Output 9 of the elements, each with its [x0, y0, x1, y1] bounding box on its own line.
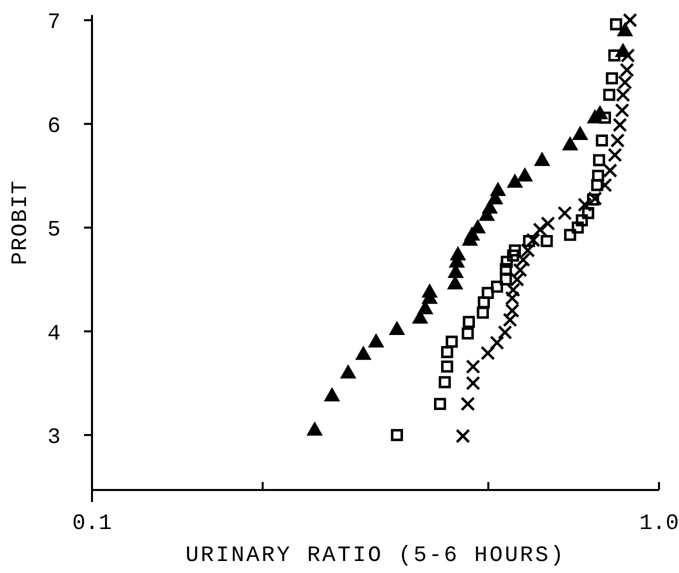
y-tick-label: 4 [47, 321, 61, 346]
y-tick-label: 5 [47, 218, 61, 243]
x-tick-label: 0.1 [72, 511, 112, 536]
y-tick-label: 6 [47, 114, 61, 139]
x-axis-title: URINARY RATIO (5-6 HOURS) [185, 543, 566, 568]
y-tick-label: 3 [47, 425, 61, 450]
y-axis-title: PROBIT [8, 180, 33, 266]
y-tick-label: 7 [47, 10, 61, 36]
x-tick-label: 1.0 [639, 511, 679, 536]
